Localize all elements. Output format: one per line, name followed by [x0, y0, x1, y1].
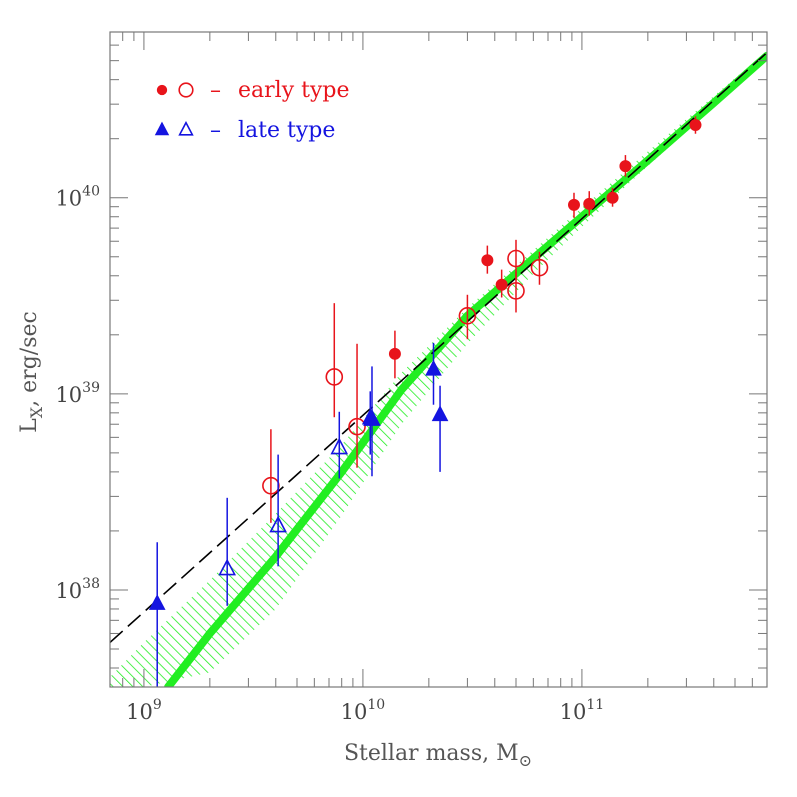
y-tick-label-base: 10 — [55, 579, 82, 603]
x-axis-label: Stellar mass, M⊙ — [344, 741, 532, 770]
series-open-circle — [262, 239, 549, 523]
series-open-triangle — [218, 366, 381, 606]
y-tick-label: 1039 — [55, 380, 100, 407]
legend-entry: – early type — [156, 78, 349, 103]
x-tick-label: 109 — [126, 697, 162, 724]
model-uncertainty-band — [110, 51, 767, 687]
marker-filled-circle — [689, 118, 702, 131]
y-tick-label-exponent: 39 — [82, 380, 100, 396]
legend-label: late type — [238, 118, 335, 143]
marker-filled-circle — [606, 191, 619, 204]
marker-open-circle — [178, 82, 194, 98]
marker-open-circle — [325, 368, 344, 386]
y-tick-label: 1040 — [55, 184, 100, 211]
marker-filled-triangle — [148, 594, 166, 610]
legend: – early type– late type — [154, 78, 349, 143]
y-axis-label-sub: X — [27, 406, 46, 418]
marker-filled-circle — [495, 278, 508, 291]
plot-area — [110, 51, 767, 687]
series-filled-triangle — [148, 342, 449, 687]
x-tick-label: 1010 — [341, 697, 386, 724]
marker-open-circle — [530, 258, 549, 277]
y-axis-label-main: L — [17, 418, 42, 433]
x-tick-label-base: 10 — [560, 700, 587, 724]
legend-dash: – — [210, 78, 221, 103]
legend-label: early type — [238, 78, 349, 103]
y-axis-label: LX, erg/sec — [17, 311, 46, 433]
marker-open-circle — [507, 282, 525, 300]
marker-filled-triangle — [425, 359, 442, 376]
plot-frame — [109, 31, 768, 688]
y-tick-label-exponent: 38 — [82, 576, 100, 592]
marker-open-triangle — [218, 558, 237, 576]
x-tick-label-exponent: 10 — [367, 697, 385, 713]
x-tick-label-exponent: 9 — [153, 697, 162, 713]
x-axis-label-sun-symbol: ⊙ — [519, 751, 532, 770]
y-tick-label-exponent: 40 — [82, 184, 100, 200]
marker-filled-circle — [583, 197, 596, 210]
marker-filled-circle — [619, 160, 632, 173]
axis-ticks — [109, 31, 768, 687]
marker-open-triangle — [330, 437, 349, 455]
marker-open-circle — [348, 417, 366, 436]
x-tick-label: 1011 — [560, 697, 605, 724]
y-tick-label-base: 10 — [55, 187, 82, 211]
x-tick-label-exponent: 11 — [586, 697, 604, 713]
dashed-relation-line — [110, 51, 767, 644]
marker-open-circle — [458, 307, 477, 325]
marker-open-circle — [262, 476, 280, 495]
marker-filled-triangle — [431, 405, 449, 422]
x-tick-label-base: 10 — [126, 700, 153, 724]
y-tick-label: 1038 — [55, 576, 100, 603]
marker-filled-circle — [156, 84, 168, 96]
legend-dash: – — [210, 118, 221, 143]
x-axis-label-main: Stellar mass, M — [344, 741, 519, 766]
legend-entry: – late type — [154, 118, 335, 143]
marker-open-triangle — [363, 409, 381, 426]
marker-filled-circle — [481, 254, 494, 267]
marker-open-circle — [507, 249, 525, 268]
y-axis-label-rest: , erg/sec — [17, 311, 42, 407]
marker-open-triangle — [178, 120, 194, 136]
x-tick-label-base: 10 — [341, 700, 368, 724]
marker-filled-triangle — [154, 121, 170, 136]
series-filled-circle — [388, 116, 702, 379]
marker-open-triangle — [269, 515, 287, 533]
marker-filled-circle — [388, 347, 401, 360]
y-tick-label-base: 10 — [55, 383, 82, 407]
marker-filled-circle — [567, 198, 580, 211]
